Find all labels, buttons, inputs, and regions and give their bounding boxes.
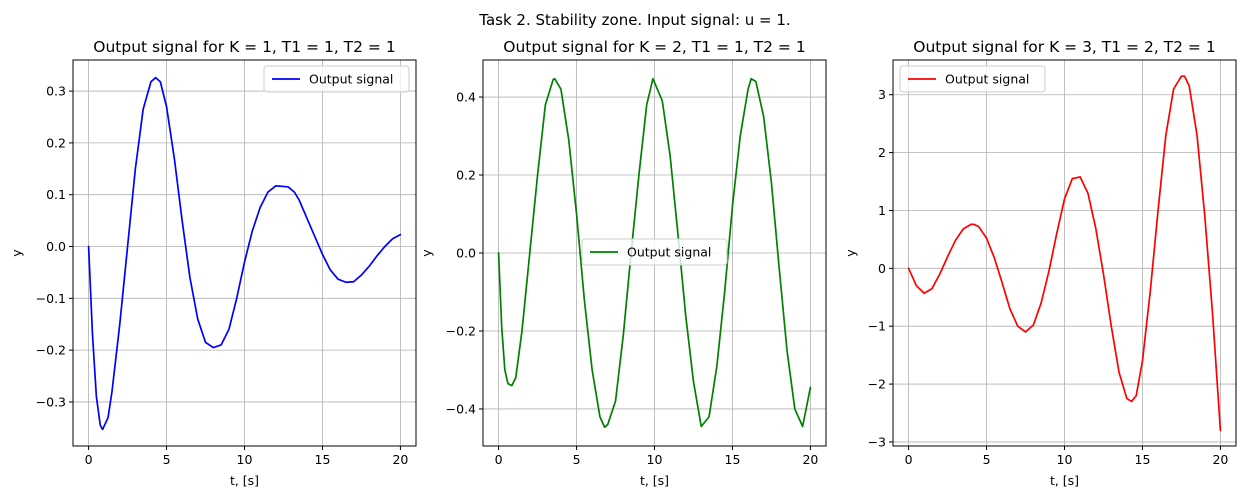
suptitle: Task 2. Stability zone. Input signal: u …: [478, 11, 790, 29]
y-tick-label: 0: [878, 261, 886, 276]
legend-frame: [263, 65, 410, 93]
x-tick-label: 20: [802, 452, 818, 467]
x-tick-label: 10: [1057, 452, 1073, 467]
x-tick-label: 0: [495, 452, 503, 467]
y-tick-label: 2: [878, 145, 886, 160]
subplot-title: Output signal for K = 2, T1 = 1, T2 = 1: [503, 38, 805, 56]
subplot-k1: Output signal for K = 1, T1 = 1, T2 = 1 …: [9, 38, 417, 488]
x-axis-label: t, [s]: [640, 473, 669, 488]
x-tick-label: 0: [905, 452, 913, 467]
y-tick-label: −0.1: [36, 291, 66, 306]
y-tick-label: −0.3: [36, 394, 66, 409]
y-tick-label: −1: [868, 319, 886, 334]
y-tick-label: 0.2: [456, 168, 476, 183]
x-axis-label: t, [s]: [230, 473, 259, 488]
x-tick-label: 15: [315, 452, 331, 467]
y-tick-label: 0.2: [46, 135, 66, 150]
y-tick-label: −0.2: [36, 343, 66, 358]
x-tick-label: 5: [163, 452, 171, 467]
subplot-title: Output signal for K = 1, T1 = 1, T2 = 1: [93, 38, 395, 56]
y-tick-label: 0.3: [46, 84, 66, 99]
x-tick-label: 0: [85, 452, 93, 467]
x-tick-label: 10: [237, 452, 253, 467]
subplot-k3: Output signal for K = 3, T1 = 2, T2 = 1 …: [843, 38, 1237, 488]
legend: Output signal: [263, 65, 410, 93]
series-line: [907, 75, 1222, 432]
x-tick-label: 10: [647, 452, 663, 467]
y-axis-label: y: [843, 249, 858, 257]
legend: Output signal: [899, 65, 1046, 93]
x-tick-label: 5: [573, 452, 581, 467]
y-tick-label: −0.4: [446, 401, 476, 416]
y-tick-label: 0.0: [46, 239, 66, 254]
series-line: [87, 76, 402, 431]
x-tick-label: 15: [1135, 452, 1151, 467]
legend-label: Output signal: [627, 245, 711, 260]
x-tick-label: 15: [725, 452, 741, 467]
y-axis-label: y: [419, 249, 434, 257]
y-tick-label: −3: [868, 434, 886, 449]
x-tick-label: 20: [1212, 452, 1228, 467]
subplot-k2: Output signal for K = 2, T1 = 1, T2 = 1 …: [419, 38, 827, 488]
y-tick-label: −2: [868, 377, 886, 392]
y-tick-label: 3: [878, 87, 886, 102]
y-tick-label: 1: [878, 203, 886, 218]
x-axis-label: t, [s]: [1050, 473, 1079, 488]
grid: [73, 60, 416, 446]
subplot-title: Output signal for K = 3, T1 = 2, T2 = 1: [913, 38, 1215, 56]
y-tick-label: 0.0: [456, 246, 476, 261]
x-tick-label: 20: [392, 452, 408, 467]
series-line: [497, 77, 812, 429]
y-tick-label: 0.1: [46, 187, 66, 202]
legend: Output signal: [581, 238, 728, 266]
y-tick-label: −0.2: [446, 323, 476, 338]
x-tick-label: 5: [983, 452, 991, 467]
legend-label: Output signal: [945, 72, 1029, 87]
legend-frame: [899, 65, 1046, 93]
y-axis-label: y: [9, 249, 24, 257]
legend-label: Output signal: [309, 72, 393, 87]
y-tick-label: 0.4: [456, 90, 476, 105]
legend-frame: [581, 238, 728, 266]
grid: [893, 60, 1236, 446]
